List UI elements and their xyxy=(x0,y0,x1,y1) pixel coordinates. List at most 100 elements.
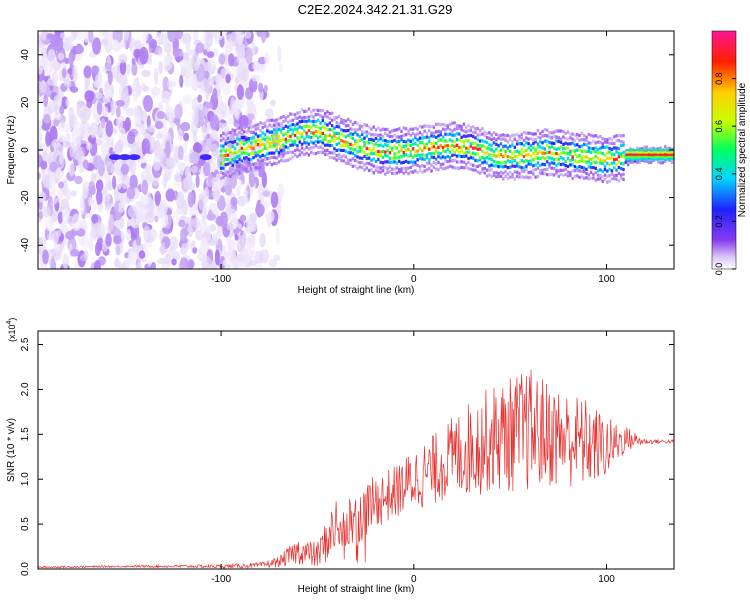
spectrogram-cell xyxy=(40,31,48,41)
spectrogram-cell xyxy=(261,121,264,126)
spectrogram-cell xyxy=(483,145,486,149)
spectrogram-cell xyxy=(342,154,345,158)
spectrogram-cell xyxy=(548,140,551,145)
spectrogram-cell xyxy=(120,174,130,189)
spectrogram-cell xyxy=(277,183,285,200)
spectrogram-cell xyxy=(144,210,155,224)
spectrogram-cell xyxy=(585,160,588,164)
spectrogram-cell xyxy=(622,150,625,155)
spectrogram-cell xyxy=(101,106,109,118)
colorbar-tick-label: 0.4 xyxy=(714,168,724,181)
spectrogram-cell xyxy=(41,123,51,131)
spectrogram-cell xyxy=(363,136,366,140)
spectrogram-cell xyxy=(330,135,334,139)
spectrogram-cell xyxy=(245,151,248,155)
spectrogram-cell xyxy=(462,129,466,133)
spectrogram-cell xyxy=(38,141,43,152)
spectrogram-cell xyxy=(404,144,408,148)
spectrogram-cell xyxy=(189,151,200,164)
spectrogram-cell xyxy=(340,132,343,136)
spectrogram-cell xyxy=(592,165,595,170)
spectrogram-cell xyxy=(363,130,366,135)
spectrogram-cell xyxy=(453,121,456,125)
spectrogram-cell xyxy=(539,171,542,175)
spectrogram-cell xyxy=(622,177,625,181)
spectrogram-cell xyxy=(233,146,237,150)
spectrogram-cell xyxy=(592,172,595,176)
spectrogram-cell xyxy=(358,165,362,169)
spectrogram-cell xyxy=(428,166,431,171)
spectrogram-cell xyxy=(199,218,208,232)
spectrogram-cell xyxy=(266,125,269,129)
spectrogram-cell xyxy=(129,174,138,191)
spectrogram-cell xyxy=(506,133,510,138)
spectrogram-cell xyxy=(520,152,523,157)
spectrogram-cell xyxy=(571,137,574,141)
spectrogram-cell xyxy=(204,82,211,100)
spectrogram-cell xyxy=(409,160,412,164)
spectrogram-cell xyxy=(310,140,313,144)
spectrogram-cell xyxy=(335,121,338,125)
spectrogram-cell xyxy=(381,169,385,173)
spectrogram-cell xyxy=(323,133,327,138)
spectrogram-cell xyxy=(617,165,621,170)
spectrogram-cell xyxy=(504,134,507,138)
spectrogram-cell xyxy=(404,127,408,131)
spectrogram-cell xyxy=(243,196,249,205)
spectrogram-cell xyxy=(312,108,315,112)
spectrogram-cell xyxy=(291,112,294,116)
spectrogram-cell xyxy=(107,70,113,85)
spectrogram-cell xyxy=(511,151,514,155)
spectrogram-cell xyxy=(539,164,542,168)
spectrogram-cell xyxy=(485,161,489,165)
spectrogram-cell xyxy=(91,65,100,74)
spectrogram-cell xyxy=(407,129,410,133)
spectrogram-cell xyxy=(453,133,456,137)
spectrogram-cell xyxy=(247,161,251,165)
spectrogram-cell xyxy=(92,154,103,169)
spectrogram-cell xyxy=(335,142,338,147)
y-tick-label: 0.0 xyxy=(20,562,31,576)
spectrogram-cell xyxy=(282,115,285,119)
spectrogram-cell xyxy=(536,156,540,160)
spectrogram-cell xyxy=(333,156,336,160)
spectrogram-cell xyxy=(499,148,503,152)
spectrogram-cell xyxy=(183,132,190,142)
spectrogram-cell xyxy=(323,111,327,116)
spectrogram-cell xyxy=(134,39,142,50)
spectrogram-cell xyxy=(511,175,514,179)
spectrogram-cell xyxy=(418,124,422,128)
spectrogram-cell xyxy=(414,162,417,166)
spectrogram-cell xyxy=(143,94,153,113)
spectrogram-cell xyxy=(337,114,341,118)
spectrogram-cell xyxy=(525,167,528,172)
spectrogram-cell xyxy=(492,153,496,157)
spectrogram-cell xyxy=(488,164,491,168)
spectrogram-cell xyxy=(515,139,519,144)
spectrogram-cell xyxy=(300,132,304,136)
spectrogram-cell xyxy=(340,155,343,159)
spectrogram-cell xyxy=(395,151,399,155)
spectrogram-cell xyxy=(249,167,253,171)
spectrogram-cell xyxy=(513,177,517,181)
spectrogram-cell xyxy=(513,133,517,137)
spectrogram-cell xyxy=(458,126,461,130)
spectrogram-cell xyxy=(38,172,41,180)
spectrogram-cell xyxy=(328,156,331,160)
spectrogram-cell xyxy=(156,110,166,120)
spectrogram-cell xyxy=(49,171,56,188)
spectrogram-cell xyxy=(337,148,341,152)
spectrogram-cell xyxy=(469,167,473,171)
spectrogram-cell xyxy=(157,48,163,57)
spectrogram-cell xyxy=(312,134,315,138)
spectrogram-cell xyxy=(273,128,276,132)
spectrogram-cell xyxy=(347,151,350,155)
spectrogram-cell xyxy=(559,172,563,177)
spectrogram-cell xyxy=(668,154,671,158)
spectrogram-cell xyxy=(337,141,341,145)
spectrogram-cell xyxy=(448,132,452,136)
spectrogram-cell xyxy=(603,153,607,157)
spectrogram-cell xyxy=(268,130,271,134)
spectrogram-cell xyxy=(243,156,246,160)
